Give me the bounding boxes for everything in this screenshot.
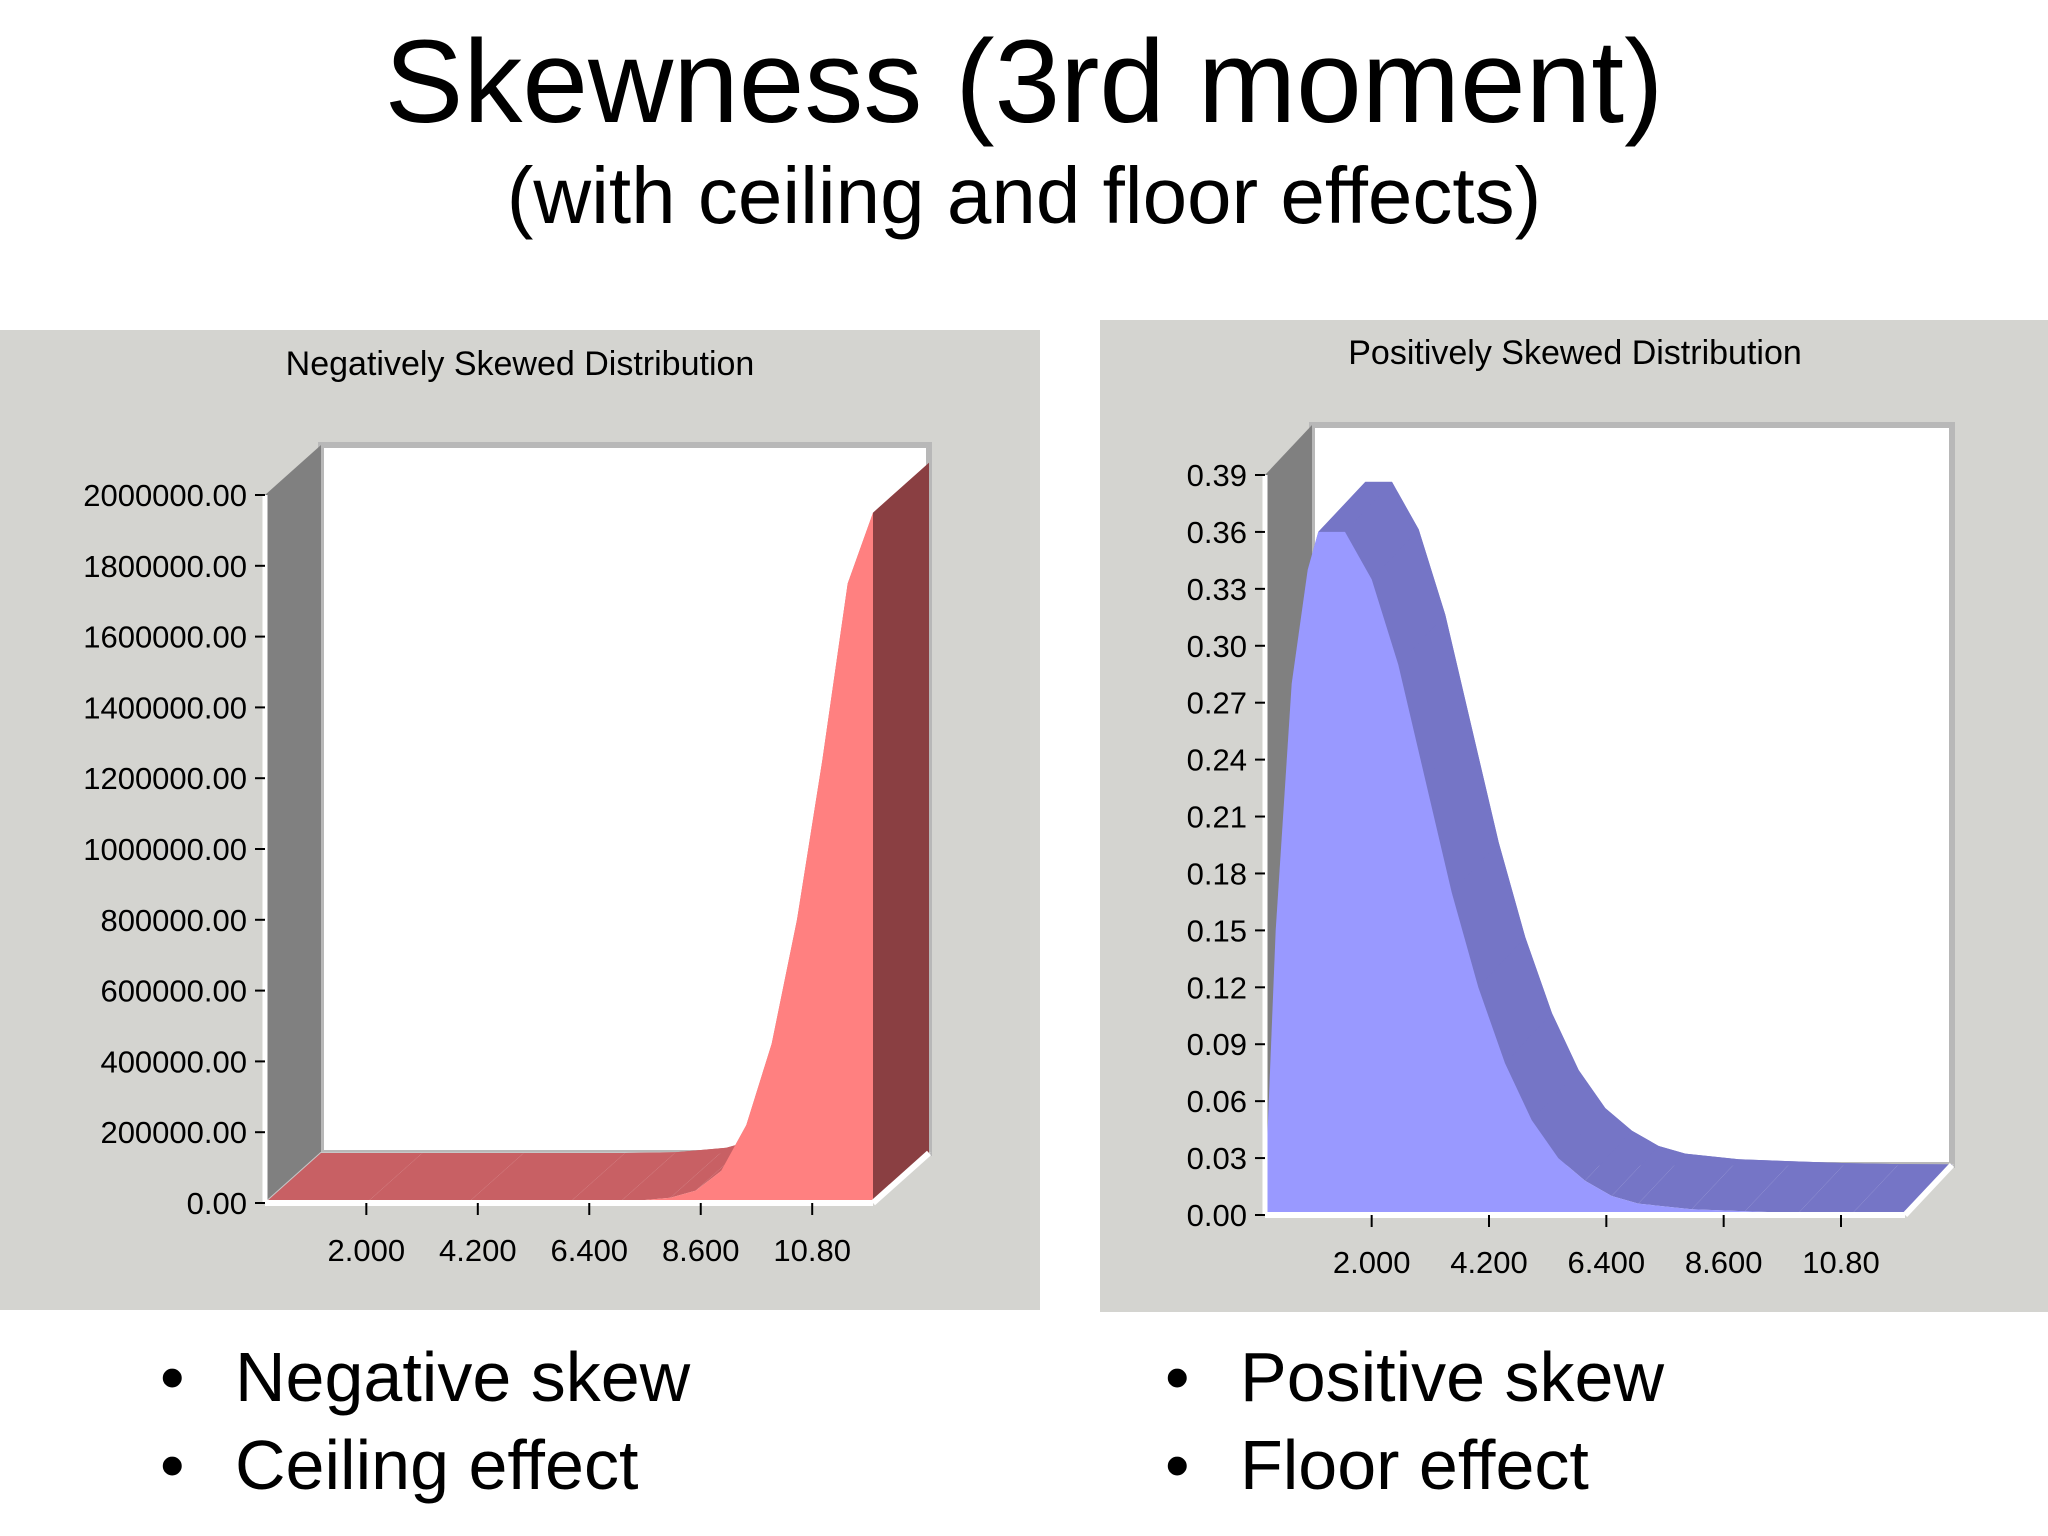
area-top-segment [1691, 1159, 1792, 1212]
area-top-segment [1425, 728, 1499, 893]
bullet-item: Negative skew [160, 1333, 690, 1421]
y-tick-label: 0.15 [1187, 913, 1247, 948]
plot-left-wall [265, 445, 321, 1203]
area-top-segment [1398, 614, 1472, 779]
area-front-face [1265, 531, 1905, 1215]
x-tick-label: 6.400 [1568, 1245, 1646, 1280]
left-bullet-list: Negative skew Ceiling effect [160, 1333, 690, 1509]
area-top-segment [265, 1153, 423, 1203]
negative-skew-chart-panel: Negatively Skewed Distribution 0.00 200000… [0, 330, 1040, 1310]
slide-subtitle: (with ceiling and floor effects) [506, 151, 1542, 240]
bullet-item: Positive skew [1165, 1333, 1664, 1421]
area-top-segment [1505, 1013, 1579, 1121]
x-tick-label: 10.80 [1802, 1245, 1880, 1280]
y-tick-label: 0.21 [1187, 800, 1247, 835]
area-top-segment [366, 1153, 524, 1203]
y-tick-label: 1000000.00 [83, 832, 247, 867]
x-tick-label: 8.600 [662, 1233, 740, 1268]
area-top-segment [1585, 1130, 1659, 1196]
area-top-segment [1611, 1146, 1686, 1204]
x-tick-label: 8.600 [1685, 1245, 1763, 1280]
y-tick-label: 1600000.00 [83, 620, 247, 655]
y-tick-label: 2000000.00 [83, 478, 247, 513]
y-tick-label: 0.06 [1187, 1084, 1247, 1119]
y-tick-label: 0.00 [187, 1186, 247, 1221]
area-top-segment [569, 1152, 676, 1203]
bullet-item: Ceiling effect [160, 1421, 690, 1509]
y-tick-label: 1800000.00 [83, 549, 247, 584]
y-tick-label: 0.30 [1187, 629, 1247, 664]
x-axis-depth-line [871, 1150, 931, 1206]
area-top-segment [1451, 842, 1526, 988]
right-bullet-list: Positive skew Floor effect [1165, 1333, 1664, 1509]
x-axis-depth-line [1902, 1162, 1955, 1218]
y-tick-label: 1400000.00 [83, 690, 247, 725]
area-top-segment [619, 1147, 727, 1203]
y-tick-label: 1200000.00 [83, 761, 247, 796]
bullet-item: Floor effect [1165, 1421, 1664, 1509]
area-top-segment [1851, 1164, 1952, 1215]
x-tick-label: 4.200 [1450, 1245, 1528, 1280]
area-top-segment [1745, 1161, 1846, 1214]
positive-skew-chart-panel: Positively Skewed Distribution 0.00 0.03 0.… [1100, 320, 2048, 1312]
area-top-segment [1478, 937, 1552, 1064]
x-tick-label: 2.000 [1333, 1245, 1411, 1280]
y-tick-label: 0.18 [1187, 856, 1247, 891]
x-tick-label: 10.80 [773, 1233, 851, 1268]
y-tick-label: 0.09 [1187, 1027, 1247, 1062]
area-top-segment [1638, 1153, 1739, 1210]
chart-title: Negatively Skewed Distribution [286, 345, 755, 383]
x-tick-label: 2.000 [328, 1233, 406, 1268]
y-tick-label: 0.12 [1187, 970, 1247, 1005]
y-tick-label: 0.33 [1187, 572, 1247, 607]
y-tick-label: 200000.00 [100, 1115, 247, 1150]
chart-title: Positively Skewed Distribution [1348, 334, 1802, 372]
area-top-segment [467, 1153, 625, 1203]
y-tick-label: 0.39 [1187, 458, 1247, 493]
area-side-face [873, 462, 929, 1203]
area-top-segment [1798, 1163, 1899, 1215]
y-tick-label: 0.03 [1187, 1141, 1247, 1176]
y-tick-label: 400000.00 [100, 1044, 247, 1079]
y-tick-label: 0.36 [1187, 515, 1247, 550]
negative-skew-chart: Negatively Skewed Distribution 0.00 200000… [83, 345, 932, 1268]
area-top-segment [1371, 529, 1446, 665]
area-top-segment [1318, 481, 1392, 532]
y-tick-label: 0.00 [1187, 1198, 1247, 1233]
area-top-segment [1558, 1108, 1632, 1181]
area-front-face [265, 512, 873, 1203]
area-top-segment [1345, 481, 1419, 580]
x-tick-label: 4.200 [439, 1233, 517, 1268]
y-tick-label: 800000.00 [100, 903, 247, 938]
positive-skew-chart: Positively Skewed Distribution 0.00 0.03 0.… [1187, 334, 1955, 1280]
y-tick-label: 600000.00 [100, 974, 247, 1009]
slide-title: Skewness (3rd moment) [384, 16, 1664, 148]
y-tick-label: 0.27 [1187, 686, 1247, 721]
x-tick-label: 6.400 [550, 1233, 628, 1268]
y-tick-label: 0.24 [1187, 743, 1247, 778]
area-top-segment [1531, 1070, 1606, 1159]
